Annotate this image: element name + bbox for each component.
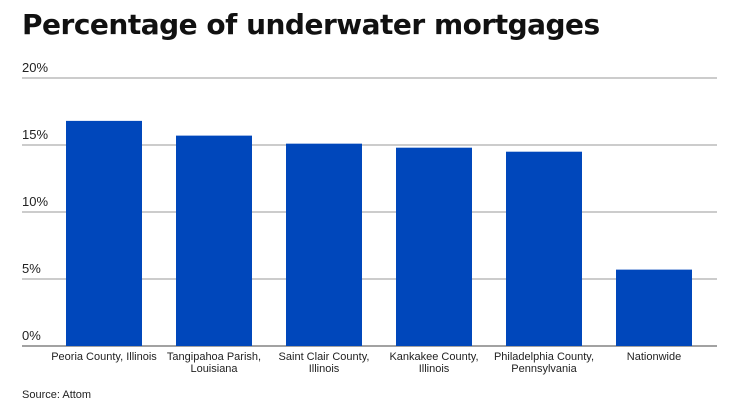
bars bbox=[66, 120, 692, 346]
bar bbox=[176, 135, 252, 346]
bar bbox=[616, 269, 692, 346]
x-axis-ticks: Peoria County, Illinois Tangipahoa Parish… bbox=[51, 351, 681, 375]
bar bbox=[506, 151, 582, 346]
x-tick-label: Tangipahoa Parish, Louisiana bbox=[167, 351, 261, 375]
x-tick-label: Kankakee County, Illinois bbox=[389, 351, 478, 375]
x-tick-label: Nationwide bbox=[627, 351, 681, 363]
bar bbox=[66, 120, 142, 346]
y-tick-label: 15% bbox=[22, 127, 48, 142]
y-tick-label: 20% bbox=[22, 60, 48, 75]
chart-title: Percentage of underwater mortgages bbox=[22, 8, 600, 41]
bar bbox=[396, 147, 472, 346]
y-tick-label: 10% bbox=[22, 194, 48, 209]
y-axis-ticks: 0% 5% 10% 15% 20% bbox=[22, 60, 48, 343]
source-note: Source: Attom bbox=[22, 389, 92, 401]
x-tick-label: Saint Clair County, Illinois bbox=[279, 351, 370, 375]
y-tick-label: 0% bbox=[22, 328, 41, 343]
x-tick-label: Philadelphia County, Pennsylvania bbox=[494, 351, 594, 375]
x-tick-label: Peoria County, Illinois bbox=[51, 351, 157, 363]
bar bbox=[286, 143, 362, 346]
y-tick-label: 5% bbox=[22, 261, 41, 276]
